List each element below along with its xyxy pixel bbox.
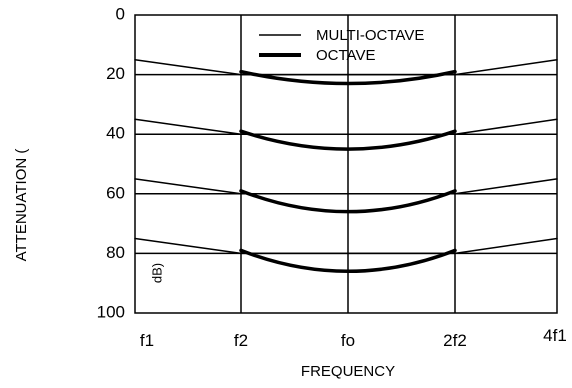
x-tick-label-f2: f2 — [234, 331, 248, 350]
legend: MULTI-OCTAVE OCTAVE — [259, 27, 424, 64]
multi-octave-line-2 — [134, 178, 558, 195]
legend-label-multi-octave: MULTI-OCTAVE — [316, 27, 424, 44]
plot-frame — [134, 14, 558, 314]
x-tick-label-f1: f1 — [140, 331, 154, 350]
octave-curve-7 — [239, 248, 457, 273]
x-tick-label-fo: fo — [341, 331, 355, 350]
tick-label-layer: 0 20 40 60 80 100 f1 f2 fo 2f2 4f1 — [97, 4, 567, 350]
x-axis-title: FREQUENCY — [301, 363, 395, 380]
multi-octave-line-3 — [134, 237, 558, 255]
y-tick-label-60: 60 — [106, 183, 125, 202]
y-tick-label-20: 20 — [106, 64, 125, 83]
octave-curve-5 — [239, 129, 457, 151]
series-layer — [134, 58, 558, 273]
multi-octave-line-1 — [134, 118, 558, 135]
y-tick-label-80: 80 — [106, 243, 125, 262]
y-tick-label-100: 100 — [97, 302, 125, 321]
y-axis-unit: dB) — [149, 263, 164, 283]
legend-label-octave: OCTAVE — [316, 47, 375, 64]
y-tick-label-0: 0 — [116, 4, 125, 23]
x-tick-label-2f2: 2f2 — [443, 331, 467, 350]
octave-curve-6 — [239, 189, 457, 214]
octave-curve-4 — [239, 69, 457, 86]
y-axis-title: ATTENUATION ( — [13, 149, 30, 262]
x-tick-label-4f1: 4f1 — [543, 326, 567, 345]
multi-octave-line-0 — [134, 58, 558, 76]
y-tick-label-40: 40 — [106, 124, 125, 143]
